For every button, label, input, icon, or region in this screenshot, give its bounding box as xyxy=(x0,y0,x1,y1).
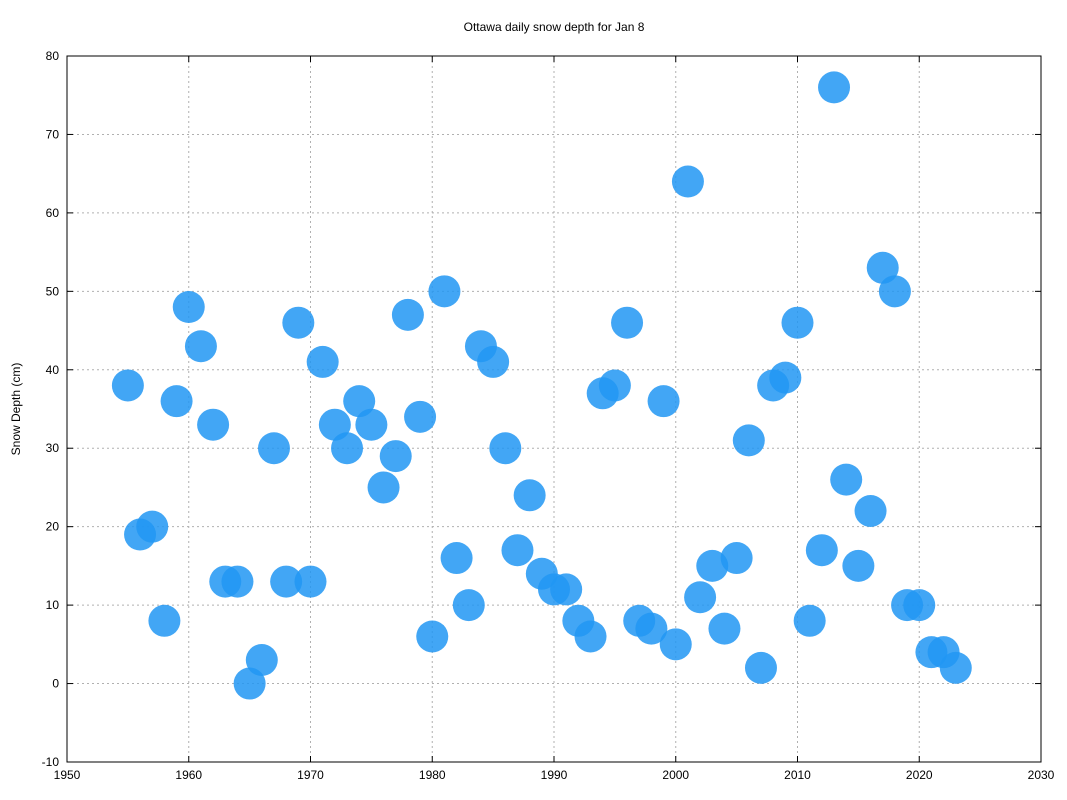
data-point xyxy=(440,542,473,575)
x-tick-label: 2010 xyxy=(784,768,811,782)
x-tick-label: 2000 xyxy=(662,768,689,782)
data-point xyxy=(233,667,266,700)
y-tick-label: 0 xyxy=(52,677,59,691)
data-point xyxy=(282,306,315,339)
data-point xyxy=(477,345,510,378)
data-point xyxy=(611,306,644,339)
data-point xyxy=(769,361,802,394)
data-point xyxy=(720,542,753,575)
data-point xyxy=(513,479,546,512)
data-point xyxy=(805,534,838,567)
data-point xyxy=(367,471,400,504)
data-point xyxy=(318,408,351,441)
data-point xyxy=(744,651,777,684)
data-point xyxy=(501,534,534,567)
data-point xyxy=(598,369,631,402)
data-point xyxy=(793,604,826,637)
x-tick-label: 1950 xyxy=(54,768,81,782)
x-tick-label: 2030 xyxy=(1028,768,1055,782)
data-point xyxy=(842,549,875,582)
data-point xyxy=(391,298,424,331)
data-point xyxy=(635,612,668,645)
data-point xyxy=(574,620,607,653)
data-point xyxy=(659,628,692,661)
axis-ticks xyxy=(66,55,1042,763)
data-point xyxy=(550,573,583,606)
data-point xyxy=(270,565,303,598)
x-tick-label: 1990 xyxy=(541,768,568,782)
data-point xyxy=(903,589,936,622)
data-point xyxy=(148,604,181,637)
y-tick-label: 10 xyxy=(46,598,60,612)
data-point xyxy=(939,651,972,684)
data-point xyxy=(489,432,522,465)
data-point xyxy=(343,385,376,418)
x-tick-label: 2020 xyxy=(906,768,933,782)
data-point xyxy=(160,385,193,418)
data-point xyxy=(830,463,863,496)
data-point xyxy=(781,306,814,339)
y-tick-label: 60 xyxy=(46,206,60,220)
data-point xyxy=(355,408,388,441)
data-point xyxy=(172,291,205,324)
chart-title: Ottawa daily snow depth for Jan 8 xyxy=(464,20,645,34)
x-tick-label: 1980 xyxy=(419,768,446,782)
data-point xyxy=(197,408,230,441)
data-point xyxy=(696,549,729,582)
data-point xyxy=(221,565,254,598)
x-tick-labels: 1950 1960 1970 1980 1990 2000 2010 2020 2030 xyxy=(54,768,1055,782)
x-tick-label: 1970 xyxy=(297,768,324,782)
data-point xyxy=(111,369,144,402)
data-point xyxy=(184,330,217,363)
data-point xyxy=(379,440,412,473)
data-point xyxy=(866,251,899,284)
y-tick-labels: -10 0 10 20 30 40 50 60 70 80 xyxy=(42,49,60,769)
data-point xyxy=(732,424,765,457)
data-point xyxy=(294,565,327,598)
data-point xyxy=(452,589,485,622)
data-point xyxy=(404,400,437,433)
data-point xyxy=(878,275,911,308)
y-tick-label: 30 xyxy=(46,441,60,455)
y-tick-label: 50 xyxy=(46,284,60,298)
data-points xyxy=(111,71,972,700)
data-point xyxy=(257,432,290,465)
data-point xyxy=(416,620,449,653)
data-point xyxy=(331,432,364,465)
data-point xyxy=(684,581,717,614)
x-tick-label: 1960 xyxy=(175,768,202,782)
y-axis-title: Snow Depth (cm) xyxy=(9,363,23,456)
data-point xyxy=(854,494,887,527)
y-tick-label: 80 xyxy=(46,49,60,63)
data-point xyxy=(245,644,278,677)
y-tick-label: 70 xyxy=(46,127,60,141)
data-point xyxy=(708,612,741,645)
y-tick-label: 40 xyxy=(46,363,60,377)
y-tick-label: 20 xyxy=(46,520,60,534)
data-point xyxy=(647,385,680,418)
data-point xyxy=(136,510,169,543)
y-tick-label: -10 xyxy=(42,755,60,769)
data-point xyxy=(818,71,851,104)
data-point xyxy=(428,275,461,308)
data-point xyxy=(671,165,704,198)
data-point xyxy=(306,345,339,378)
